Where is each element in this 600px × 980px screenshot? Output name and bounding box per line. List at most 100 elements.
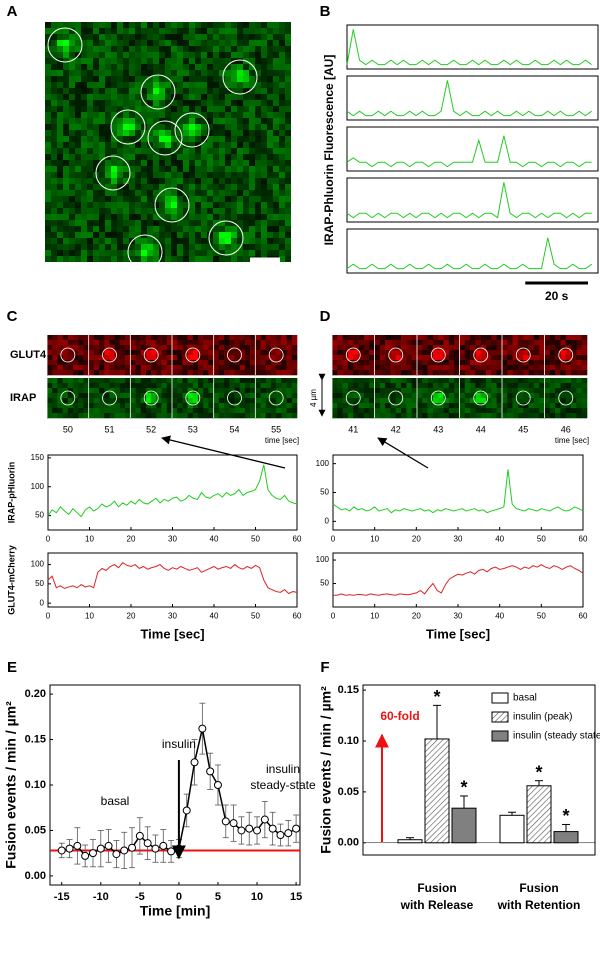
pixel [550, 413, 556, 418]
pixel [203, 360, 209, 365]
row-label: IRAP [10, 392, 36, 404]
pixel [255, 154, 261, 160]
pixel [111, 220, 117, 226]
pixel [75, 166, 81, 172]
pixel [539, 408, 545, 413]
pixel [249, 172, 255, 178]
pixel [534, 350, 540, 355]
pixel [117, 94, 123, 100]
pixel [45, 58, 51, 64]
pixel [51, 184, 57, 190]
pixel [189, 76, 195, 82]
pixel [214, 378, 220, 383]
pixel [141, 124, 147, 130]
pixel [156, 355, 162, 360]
pixel [438, 350, 444, 355]
pixel [287, 335, 293, 340]
pixel [117, 256, 123, 262]
data-point [144, 840, 151, 847]
pixel [285, 22, 291, 28]
pixel [159, 148, 165, 154]
pixel [47, 335, 53, 340]
pixel [189, 178, 195, 184]
pixel [237, 214, 243, 220]
pixel [75, 46, 81, 52]
bar [425, 739, 449, 843]
pixel [261, 208, 267, 214]
pixel [151, 350, 157, 355]
pixel [207, 148, 213, 154]
pixel [193, 350, 199, 355]
pixel [534, 393, 540, 398]
pixel [412, 383, 418, 388]
pixel [343, 383, 349, 388]
pixel [171, 52, 177, 58]
significance-marker: * [562, 806, 569, 826]
pixel [99, 250, 105, 256]
pixel [273, 112, 279, 118]
pixel [69, 226, 75, 232]
pixel [219, 172, 225, 178]
pixel [523, 413, 529, 418]
pixel [507, 370, 513, 375]
pixel [130, 388, 136, 393]
pixel [348, 378, 354, 383]
pixel [285, 124, 291, 130]
pixel [454, 340, 460, 345]
pixel [63, 226, 69, 232]
pixel [115, 388, 121, 393]
pixel [75, 40, 81, 46]
plot-frame [333, 553, 583, 607]
pixel [529, 350, 535, 355]
pixel [545, 335, 551, 340]
pixel [276, 370, 282, 375]
pixel [237, 46, 243, 52]
pixel [534, 345, 540, 350]
pixel [219, 166, 225, 172]
pixel [273, 244, 279, 250]
pixel [57, 178, 63, 184]
pixel [385, 383, 391, 388]
pixel [219, 154, 225, 160]
pixel [141, 378, 147, 383]
pixel [231, 256, 237, 262]
pixel [240, 360, 246, 365]
pixel [497, 360, 503, 365]
pixel [111, 202, 117, 208]
pixel [52, 403, 58, 408]
pixel [123, 220, 129, 226]
pixel [523, 393, 529, 398]
pixel [51, 88, 57, 94]
pixel [261, 118, 267, 124]
pixel [491, 378, 497, 383]
pixel [120, 345, 126, 350]
pixel [271, 355, 277, 360]
pixel [111, 190, 117, 196]
pixel [523, 398, 529, 403]
pixel [159, 40, 165, 46]
pixel [135, 244, 141, 250]
pixel [240, 398, 246, 403]
pixel [104, 408, 110, 413]
pixel [261, 106, 267, 112]
pixel [93, 94, 99, 100]
pixel [266, 365, 272, 370]
pixel [45, 76, 51, 82]
pixel [225, 244, 231, 250]
pixel [348, 393, 354, 398]
y-tick-label: 0.15 [338, 684, 359, 696]
bar [554, 832, 578, 843]
pixel [183, 184, 189, 190]
pixel [47, 413, 53, 418]
pixel [63, 208, 69, 214]
pixel [51, 46, 57, 52]
pixel [539, 345, 545, 350]
pixel [507, 378, 513, 383]
pixel [189, 106, 195, 112]
x-tick-label: 0 [331, 534, 336, 543]
pixel [201, 76, 207, 82]
pixel [406, 408, 412, 413]
pixel [165, 256, 171, 262]
pixel [207, 34, 213, 40]
pixel [195, 178, 201, 184]
